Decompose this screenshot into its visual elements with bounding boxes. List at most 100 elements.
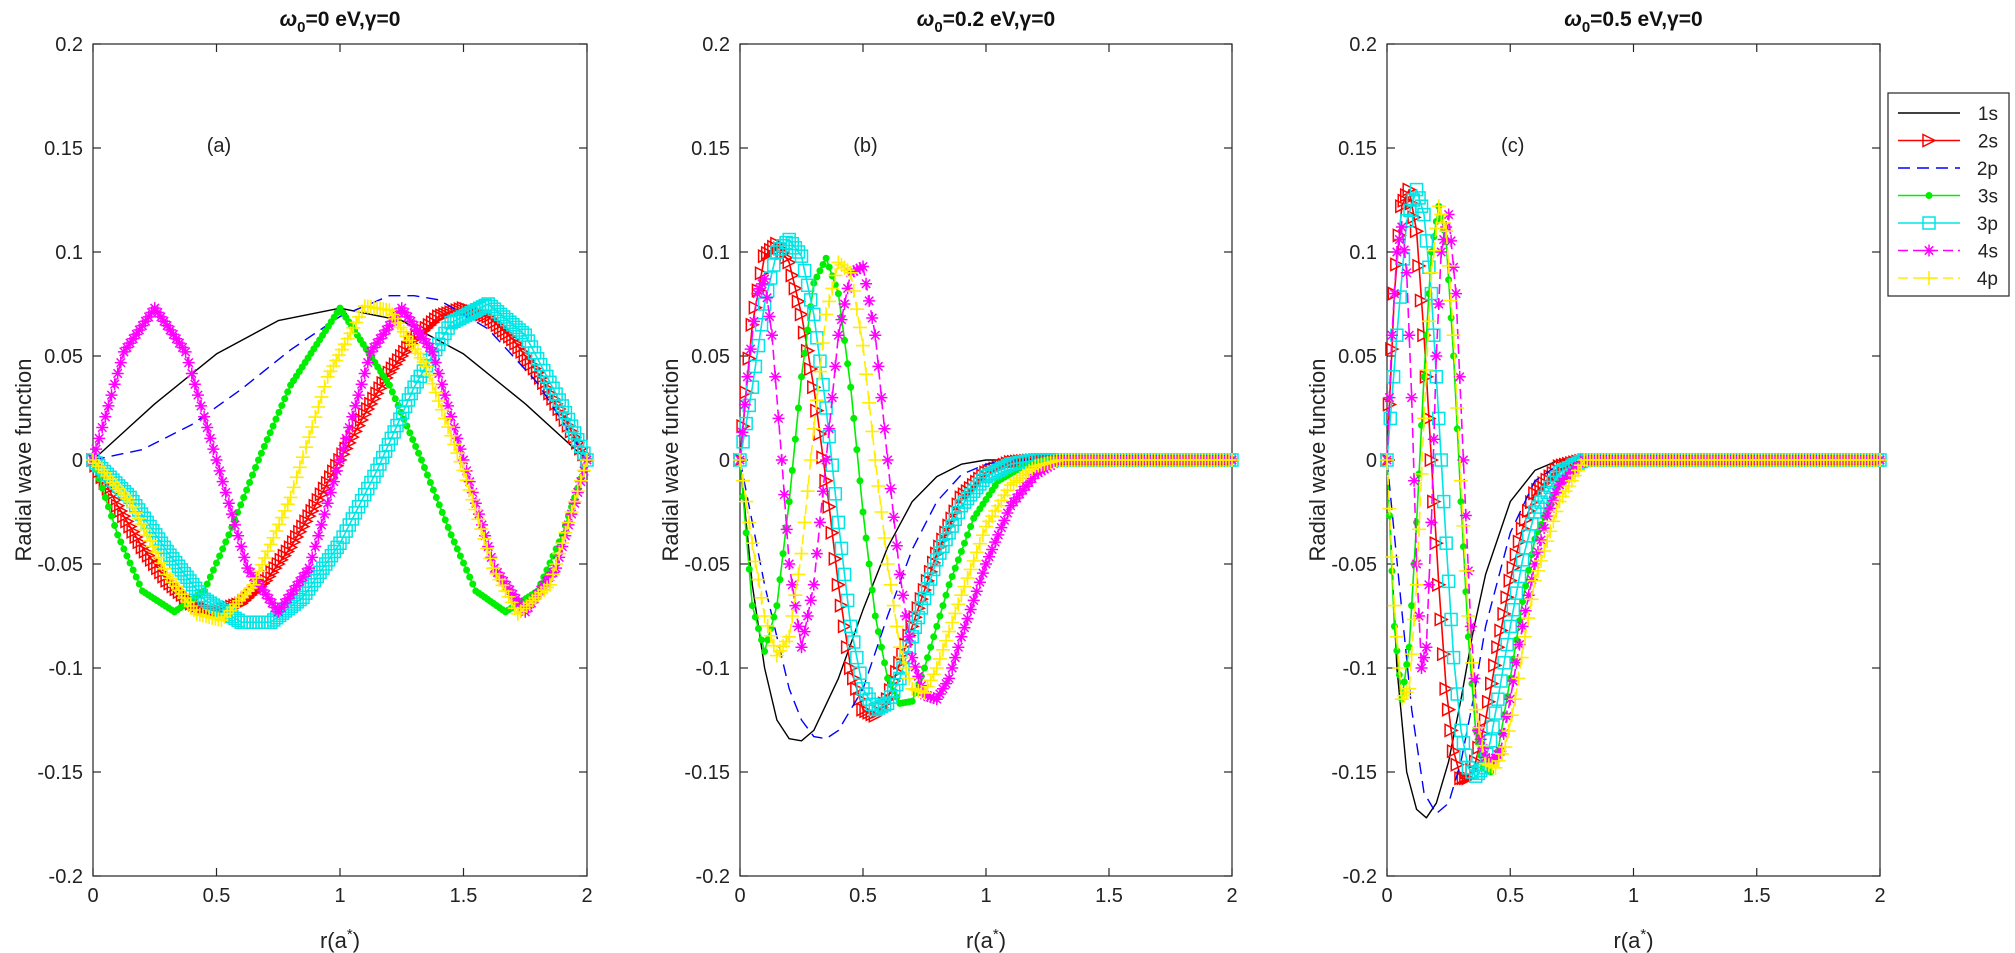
data-point-3p xyxy=(558,405,573,420)
data-point-3p xyxy=(819,401,833,415)
data-point-3p xyxy=(1409,182,1424,197)
data-point-4s xyxy=(300,566,313,579)
data-point-3s xyxy=(213,559,220,567)
data-point-3p xyxy=(948,512,962,527)
data-point-4p xyxy=(280,497,295,512)
data-point-4p xyxy=(840,263,855,278)
data-point-4p xyxy=(1382,501,1397,516)
y-tick-label: 0.15 xyxy=(44,138,83,160)
data-point-2s xyxy=(364,396,379,412)
data-point-3s xyxy=(967,523,975,531)
data-point-4p xyxy=(911,683,926,698)
x-tick-label: 1.5 xyxy=(450,885,478,907)
data-point-4p xyxy=(480,541,495,556)
data-point-4s xyxy=(820,454,833,466)
data-point-4s xyxy=(1457,454,1470,466)
data-point-4p xyxy=(1465,655,1480,670)
data-point-4p xyxy=(100,469,115,483)
data-point-3s xyxy=(764,636,772,644)
data-point-4p xyxy=(1439,224,1454,239)
data-point-3s xyxy=(206,573,214,581)
chart-panel-2: 0 0.5 1 1.5 2 -0.2 -0.15 -0.1 -0.05 0 0.05 0.1 0.15 0… xyxy=(658,8,1240,953)
data-point-4p xyxy=(1530,563,1545,578)
data-point-4p xyxy=(263,537,278,552)
data-point-4s xyxy=(284,588,297,601)
data-point-4s xyxy=(148,302,161,315)
data-point-4s xyxy=(108,378,121,391)
legend-marker xyxy=(1922,216,1936,230)
data-point-4p xyxy=(272,517,287,532)
data-point-3s xyxy=(785,498,793,506)
data-point-4s xyxy=(1437,233,1450,246)
data-point-4p xyxy=(542,577,557,592)
data-point-4p xyxy=(865,424,880,439)
data-point-4s xyxy=(1410,558,1423,570)
y-tick-label: -0.15 xyxy=(684,762,730,784)
data-point-4s xyxy=(887,511,900,524)
legend-entry-4s: 4s xyxy=(1898,242,1998,263)
data-point-4p xyxy=(883,577,898,592)
data-point-4p xyxy=(819,307,834,322)
data-point-4s xyxy=(1507,675,1520,687)
legend-marker xyxy=(1923,244,1935,257)
data-point-4s xyxy=(395,302,408,315)
data-point-3s xyxy=(834,290,842,298)
data-point-4s xyxy=(198,410,211,423)
data-point-3s xyxy=(426,478,434,486)
data-point-2s xyxy=(114,503,129,519)
data-point-3s xyxy=(770,613,778,621)
data-point-4p xyxy=(1416,411,1431,426)
data-point-4s xyxy=(756,277,769,290)
data-point-4p xyxy=(785,609,800,623)
data-point-3s xyxy=(982,496,990,504)
data-point-4s xyxy=(154,310,167,323)
data-point-4s xyxy=(829,360,842,373)
data-point-4s xyxy=(383,319,396,332)
y-tick-label: 0.15 xyxy=(1338,138,1377,160)
data-point-4s xyxy=(451,432,464,445)
data-point-2s xyxy=(843,660,859,676)
legend-entry-2p: 2p xyxy=(1898,159,1998,180)
data-point-3s xyxy=(132,573,140,581)
data-point-3s xyxy=(957,548,965,556)
data-point-4p xyxy=(1380,453,1394,467)
data-point-4p xyxy=(1540,534,1555,549)
x-tick-label: 0 xyxy=(734,885,745,907)
data-point-3s xyxy=(1457,498,1465,506)
data-point-4p xyxy=(1475,738,1490,753)
data-point-4s xyxy=(420,337,433,350)
data-point-4s xyxy=(778,488,791,501)
data-point-4p xyxy=(154,556,169,571)
data-point-4s xyxy=(1432,298,1445,310)
data-point-4s xyxy=(841,282,854,295)
data-point-4s xyxy=(235,540,248,553)
data-point-4s xyxy=(229,518,242,531)
data-point-3p xyxy=(853,666,867,680)
data-point-4p xyxy=(257,550,272,565)
data-point-4p xyxy=(431,394,446,409)
data-point-4p xyxy=(459,473,474,488)
data-point-3s xyxy=(991,481,999,489)
data-point-2s xyxy=(290,529,305,545)
data-point-3p xyxy=(797,263,812,278)
data-point-3s xyxy=(850,414,858,422)
data-point-3p xyxy=(911,610,926,625)
data-point-3s xyxy=(237,501,245,509)
data-point-2s xyxy=(308,498,323,513)
data-point-4p xyxy=(573,473,588,488)
data-point-4s xyxy=(747,315,760,328)
data-point-3s xyxy=(988,486,996,494)
x-tick-label: 0 xyxy=(1381,885,1392,907)
x-tick-label: 1 xyxy=(334,885,345,907)
data-point-4p xyxy=(782,629,797,644)
data-point-4p xyxy=(1461,609,1476,623)
data-point-3p xyxy=(555,399,570,413)
data-point-4p xyxy=(483,551,498,566)
data-point-4s xyxy=(151,306,164,319)
data-point-4s xyxy=(195,399,208,412)
data-point-3s xyxy=(123,552,131,560)
data-point-4s xyxy=(863,294,876,307)
data-point-3s xyxy=(225,531,233,539)
legend-label: 4s xyxy=(1978,242,1998,263)
data-point-4s xyxy=(124,337,137,350)
